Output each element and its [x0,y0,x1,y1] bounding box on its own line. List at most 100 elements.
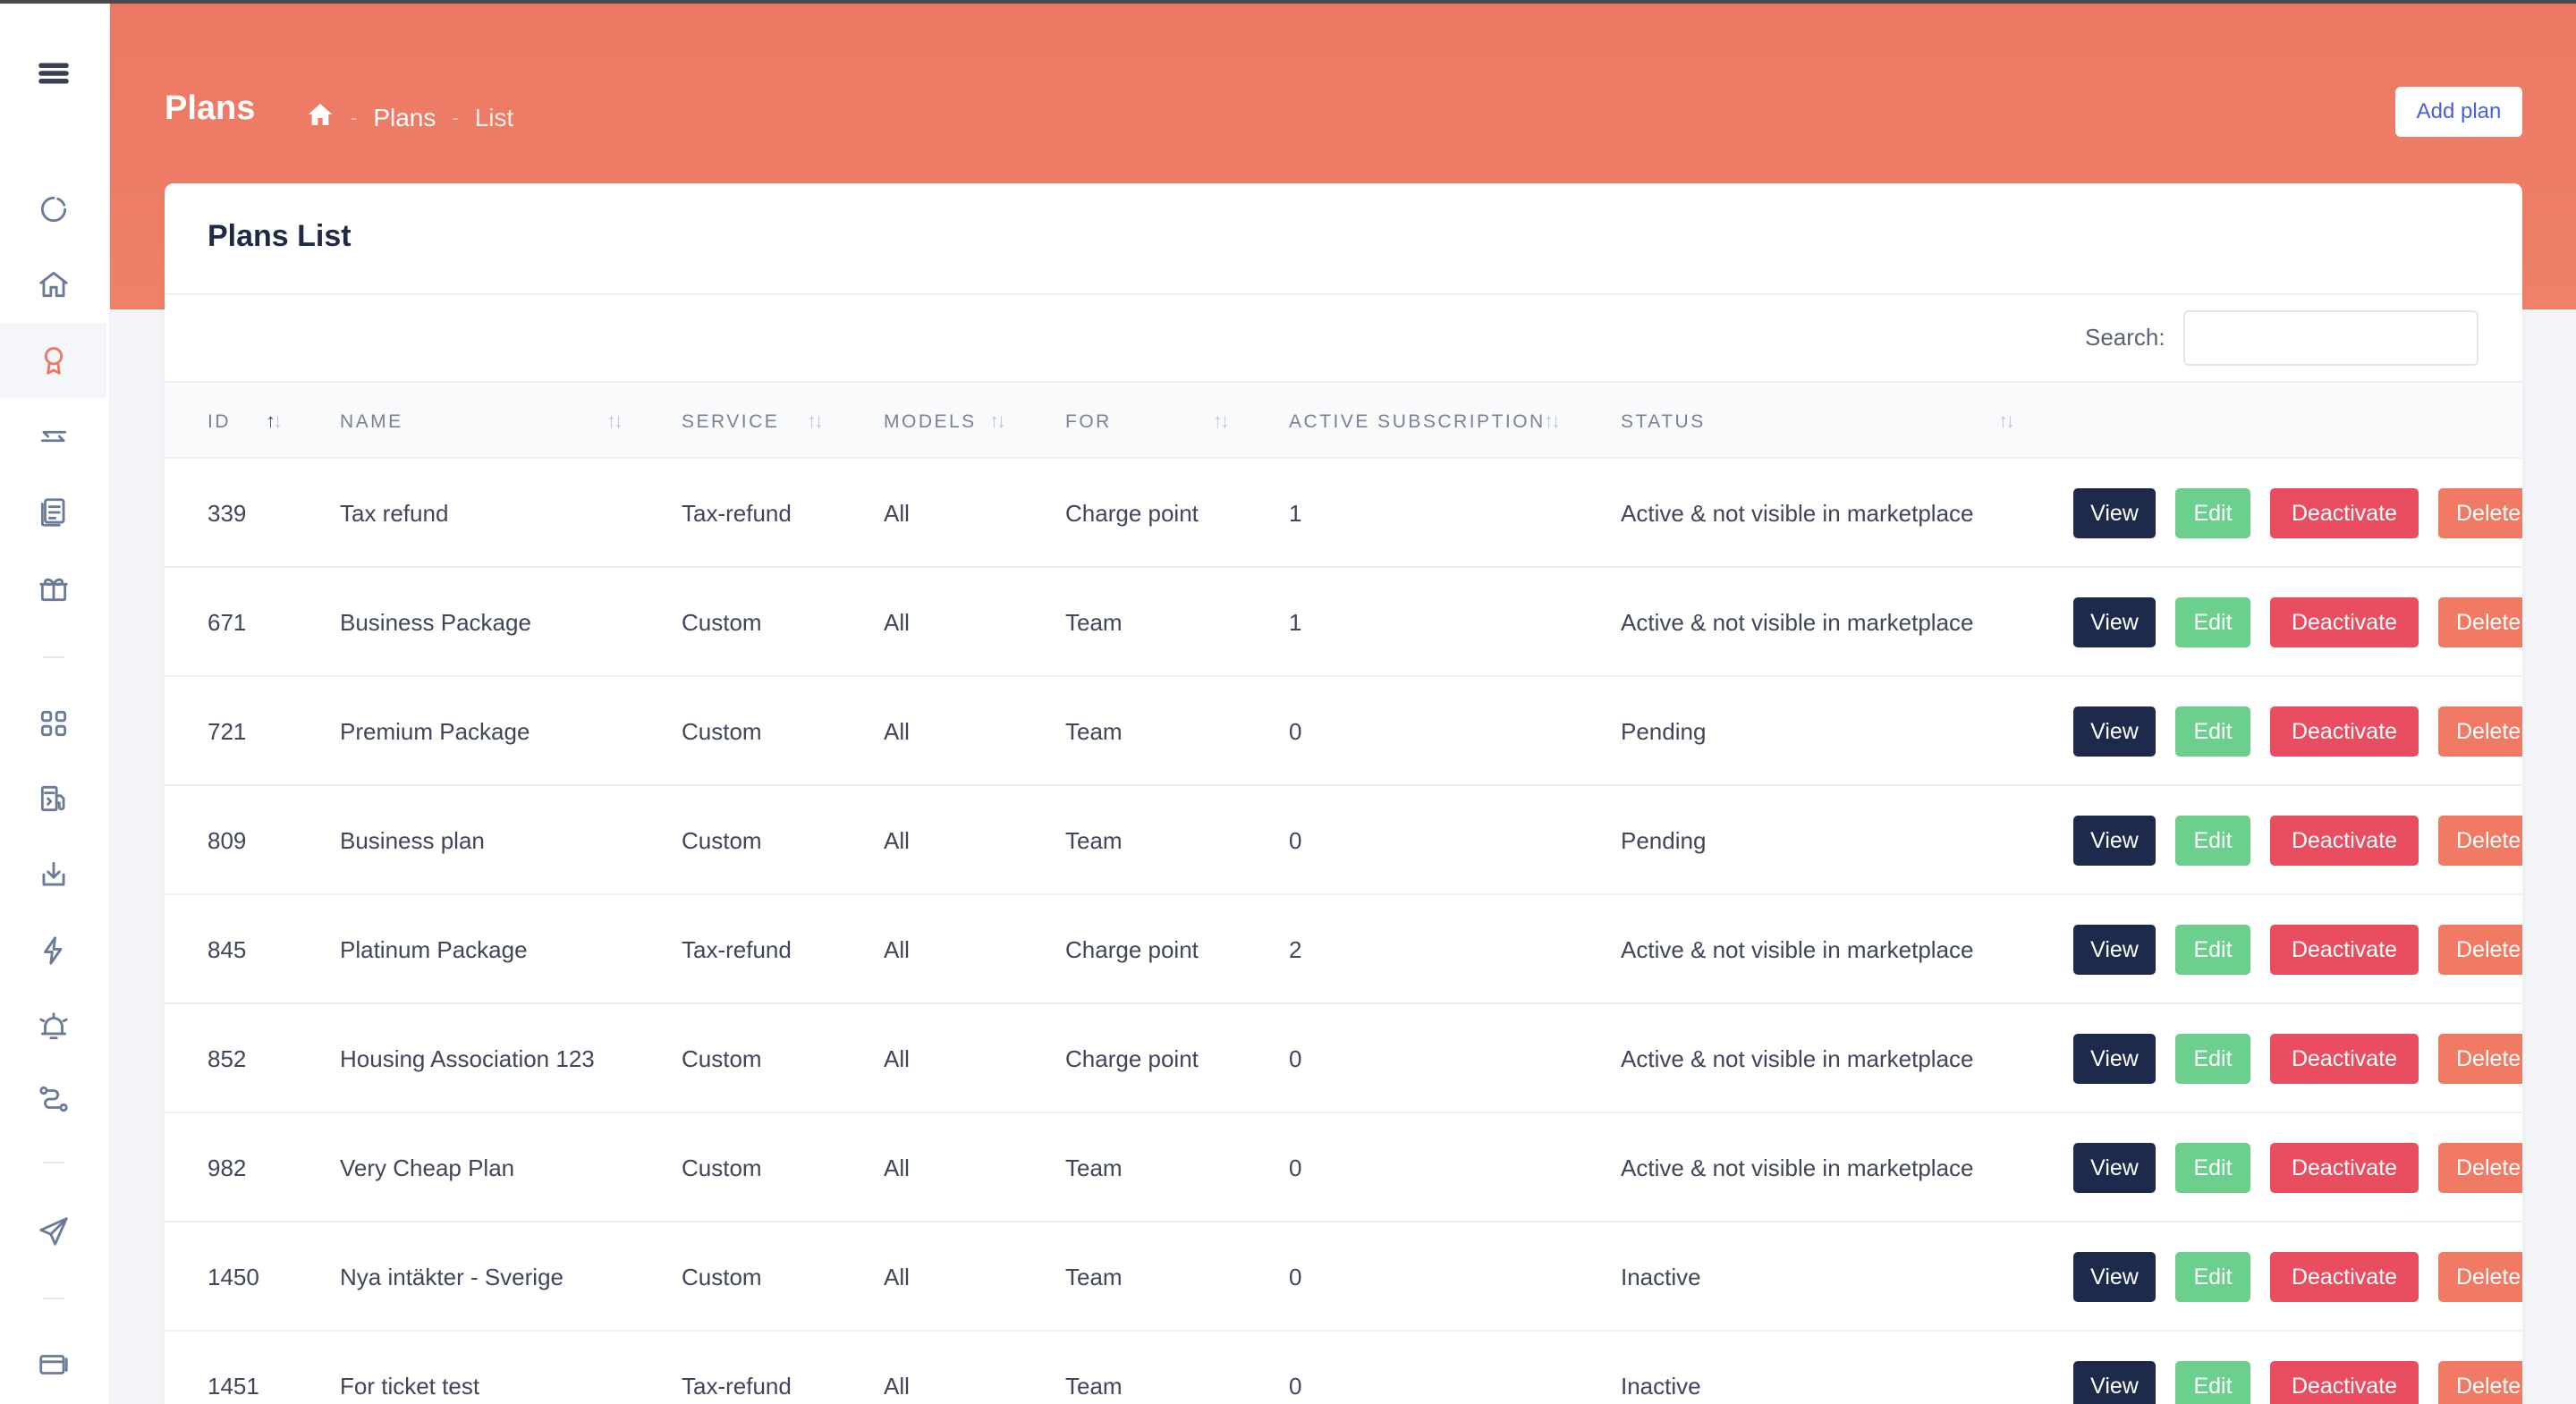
edit-button[interactable]: Edit [2175,1143,2250,1193]
view-button[interactable]: View [2073,1252,2156,1302]
delete-button[interactable]: Delete [2438,1361,2522,1404]
cell-service: Custom [682,1154,762,1181]
view-button[interactable]: View [2073,706,2156,757]
delete-button[interactable]: Delete [2438,706,2522,757]
download-icon[interactable] [0,837,106,912]
sort-icon[interactable]: ↑↓ [1544,410,1561,432]
alarm-icon[interactable] [0,989,106,1064]
loader-icon[interactable] [0,172,106,247]
breadcrumb-separator: - [452,106,459,129]
view-button[interactable]: View [2073,1143,2156,1193]
edit-button[interactable]: Edit [2175,925,2250,975]
deactivate-button[interactable]: Deactivate [2270,1143,2419,1193]
deactivate-button[interactable]: Deactivate [2270,597,2419,647]
column-header-name[interactable]: NAME [340,410,403,432]
card-icon[interactable] [0,1327,106,1402]
cell-id: 852 [208,1045,247,1072]
delete-button[interactable]: Delete [2438,597,2522,647]
table-row: 1451 For ticket test Tax-refund All Team 0 Ina… [165,1332,2522,1404]
add-plan-button[interactable]: Add plan [2395,87,2522,137]
table-row: 845 Platinum Package Tax-refund All Charge p… [165,895,2522,1004]
deactivate-button[interactable]: Deactivate [2270,1252,2419,1302]
cell-name: Platinum Package [340,935,528,963]
column-header-active-subscription[interactable]: ACTIVE SUBSCRIPTION [1289,410,1546,432]
cell-models: All [884,826,910,854]
sidebar-divider [43,1162,64,1163]
column-header-id[interactable]: ID [208,410,231,432]
cell-name: Business Package [340,608,531,636]
cell-for: Team [1065,717,1123,745]
route-icon[interactable] [0,1061,106,1137]
edit-button[interactable]: Edit [2175,488,2250,538]
cell-name: Very Cheap Plan [340,1154,515,1181]
deactivate-button[interactable]: Deactivate [2270,488,2419,538]
view-button[interactable]: View [2073,597,2156,647]
breadcrumb-list: List [474,103,514,131]
table-row: 982 Very Cheap Plan Custom All Team 0 Active &… [165,1113,2522,1222]
deactivate-button[interactable]: Deactivate [2270,925,2419,975]
cell-service: Custom [682,1263,762,1290]
lightning-icon[interactable] [0,913,106,988]
view-button[interactable]: View [2073,925,2156,975]
edit-button[interactable]: Edit [2175,1252,2250,1302]
transfer-icon[interactable] [0,399,106,474]
award-icon[interactable] [0,323,106,398]
cell-service: Custom [682,826,762,854]
deactivate-button[interactable]: Deactivate [2270,1361,2419,1404]
delete-button[interactable]: Delete [2438,1034,2522,1084]
cell-models: All [884,608,910,636]
gift-icon[interactable] [0,551,106,626]
home-icon[interactable] [0,247,106,322]
view-button[interactable]: View [2073,1361,2156,1404]
cell-name: Premium Package [340,717,530,745]
sort-icon[interactable]: ↑↓ [1998,410,2015,432]
view-button[interactable]: View [2073,816,2156,866]
column-header-models[interactable]: MODELS [884,410,977,432]
deactivate-button[interactable]: Deactivate [2270,816,2419,866]
cell-models: All [884,717,910,745]
sort-icon[interactable]: ↑↓ [1213,410,1230,432]
fuel-station-icon[interactable] [0,761,106,836]
cell-models: All [884,499,910,527]
documents-icon[interactable] [0,475,106,550]
view-button[interactable]: View [2073,1034,2156,1084]
table-row: 671 Business Package Custom All Team 1 Active … [165,568,2522,677]
send-icon[interactable] [0,1194,106,1269]
card-title: Plans List [208,219,352,253]
edit-button[interactable]: Edit [2175,706,2250,757]
cell-id: 1450 [208,1263,259,1290]
table-row: 1450 Nya intäkter - Sverige Custom All Team 0… [165,1222,2522,1332]
view-button[interactable]: View [2073,488,2156,538]
cell-active-subscription: 1 [1289,608,1302,636]
menu-icon[interactable] [0,36,106,111]
sort-icon[interactable]: ↑↓ [266,410,283,432]
delete-button[interactable]: Delete [2438,488,2522,538]
search-input[interactable] [2183,310,2479,366]
edit-button[interactable]: Edit [2175,1361,2250,1404]
edit-button[interactable]: Edit [2175,816,2250,866]
cell-name: Business plan [340,826,485,854]
cell-status: Inactive [1621,1263,1701,1290]
cell-for: Charge point [1065,499,1199,527]
delete-button[interactable]: Delete [2438,1252,2522,1302]
cell-id: 982 [208,1154,247,1181]
column-header-service[interactable]: SERVICE [682,410,780,432]
breadcrumb-plans[interactable]: Plans [373,103,436,131]
delete-button[interactable]: Delete [2438,816,2522,866]
home-icon[interactable] [306,100,335,135]
column-header-status[interactable]: STATUS [1621,410,1706,432]
edit-button[interactable]: Edit [2175,597,2250,647]
grid-icon[interactable] [0,686,106,761]
delete-button[interactable]: Delete [2438,925,2522,975]
column-header-for[interactable]: FOR [1065,410,1112,432]
breadcrumb: - Plans - List [306,100,513,135]
edit-button[interactable]: Edit [2175,1034,2250,1084]
delete-button[interactable]: Delete [2438,1143,2522,1193]
cell-id: 721 [208,717,247,745]
sort-icon[interactable]: ↑↓ [606,410,623,432]
sort-icon[interactable]: ↑↓ [989,410,1006,432]
deactivate-button[interactable]: Deactivate [2270,1034,2419,1084]
cell-for: Charge point [1065,1045,1199,1072]
sort-icon[interactable]: ↑↓ [807,410,824,432]
deactivate-button[interactable]: Deactivate [2270,706,2419,757]
